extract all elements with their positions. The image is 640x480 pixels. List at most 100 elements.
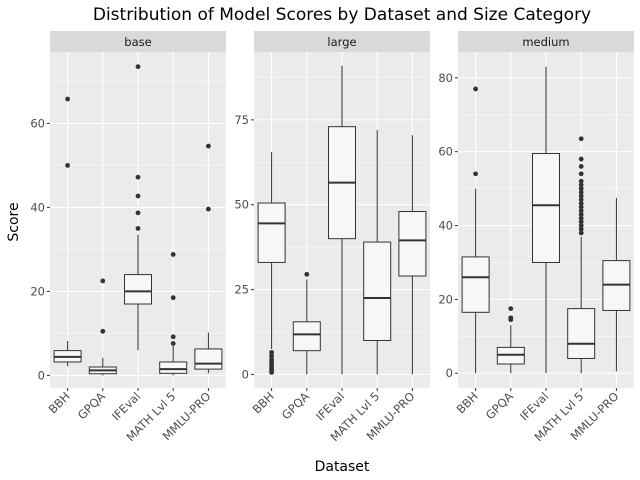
box-ifeval: [124, 64, 152, 351]
outlier-point: [100, 278, 106, 284]
facet-strip: [254, 31, 430, 52]
facet-strip-label: medium: [522, 35, 569, 49]
box-bbh: [53, 96, 82, 367]
facet-strip-label: base: [124, 35, 151, 49]
outlier-point: [578, 204, 584, 210]
x-tick-label: BBH: [454, 389, 481, 416]
outlier-point: [170, 252, 176, 257]
box-iqr: [194, 348, 223, 370]
y-tick-label: 60: [438, 145, 453, 159]
outlier-point: [578, 223, 584, 228]
y-tick-label: 50: [234, 198, 249, 212]
box-ifeval: [532, 66, 560, 374]
outlier-point: [206, 206, 211, 212]
y-tick-label: 0: [242, 367, 249, 381]
y-tick-label: 75: [234, 113, 249, 127]
outlier-point: [578, 215, 584, 221]
box-iqr: [257, 202, 286, 263]
box-gpqa: [496, 306, 525, 374]
y-tick-label: 40: [30, 200, 45, 214]
outlier-point: [135, 174, 141, 180]
x-axis-title: Dataset: [315, 459, 370, 475]
box-iqr: [124, 274, 152, 305]
y-tick-label: 80: [438, 71, 453, 85]
outlier-point: [578, 164, 584, 169]
outlier-point: [508, 306, 514, 312]
outlier-point: [578, 178, 584, 184]
outlier-point: [578, 212, 584, 217]
outlier-point: [65, 96, 70, 102]
box-iqr: [363, 241, 392, 341]
outlier-point: [578, 193, 584, 199]
box-iqr: [567, 308, 596, 359]
box-mmlu-pro: [398, 135, 427, 375]
outlier-point: [578, 186, 584, 192]
outlier-point: [508, 315, 514, 321]
outlier-point: [578, 136, 584, 142]
y-tick-label: 20: [30, 284, 45, 298]
outlier-point: [304, 271, 310, 277]
box-iqr: [461, 256, 490, 313]
x-tick-label: GPQA: [75, 389, 108, 422]
outlier-point: [578, 182, 584, 188]
outlier-point: [578, 189, 584, 195]
x-tick-label: BBH: [250, 389, 277, 416]
outlier-point: [578, 197, 584, 203]
y-tick-label: 60: [30, 116, 45, 130]
outlier-point: [135, 226, 141, 231]
outlier-point: [578, 208, 584, 214]
box-iqr: [159, 361, 188, 374]
outlier-point: [578, 200, 584, 206]
box-mmlu-pro: [602, 197, 631, 372]
facet-strip: [458, 31, 634, 52]
facet-strip-label: large: [327, 35, 356, 49]
x-tick-label: GPQA: [483, 389, 516, 422]
box-iqr: [398, 211, 427, 277]
outlier-point: [65, 163, 70, 168]
outlier-point: [578, 156, 584, 162]
y-tick-label: 0: [38, 368, 45, 382]
y-tick-label: 20: [438, 292, 453, 306]
outlier-point: [135, 64, 141, 70]
y-tick-label: 0: [446, 366, 453, 380]
box-iqr: [532, 153, 560, 263]
box-mmlu-pro: [194, 143, 223, 374]
outlier-point: [269, 356, 274, 362]
outlier-point: [135, 193, 141, 199]
y-tick-label: 40: [438, 219, 453, 233]
box-bbh: [257, 152, 286, 375]
outlier-point: [269, 353, 274, 359]
outlier-point: [578, 226, 584, 232]
outlier-point: [269, 349, 274, 355]
box-gpqa: [292, 271, 321, 375]
box-iqr: [292, 321, 321, 352]
outlier-point: [578, 171, 584, 177]
x-tick-label: BBH: [46, 389, 73, 416]
facet-strip: [50, 31, 226, 52]
outlier-point: [578, 230, 584, 236]
outlier-point: [135, 210, 141, 216]
outlier-point: [170, 334, 176, 340]
x-tick-label: GPQA: [279, 389, 312, 422]
chart-title: Distribution of Model Scores by Dataset …: [93, 5, 591, 25]
outlier-point: [170, 295, 176, 301]
box-math-lvl-5: [567, 136, 596, 374]
y-axis-title: Score: [6, 202, 22, 241]
y-tick-label: 25: [234, 283, 249, 297]
box-math-lvl-5: [159, 252, 188, 376]
outlier-point: [578, 219, 584, 225]
box-ifeval: [328, 65, 356, 375]
box-gpqa: [88, 278, 117, 376]
outlier-point: [473, 171, 478, 177]
box-bbh: [461, 86, 490, 374]
outlier-point: [206, 143, 211, 149]
outlier-point: [100, 328, 106, 334]
outlier-point: [473, 86, 478, 92]
box-math-lvl-5: [363, 130, 392, 375]
outlier-point: [170, 341, 176, 346]
